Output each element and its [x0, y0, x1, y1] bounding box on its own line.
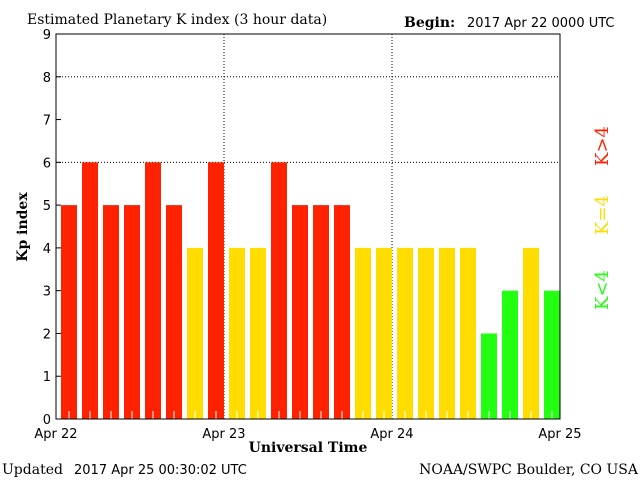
bar [166, 205, 182, 419]
bar [187, 247, 203, 419]
bar [82, 162, 98, 420]
y-ticks: 0 1 2 3 4 5 6 7 8 9 [43, 28, 61, 428]
x-tick-label: Apr 22 [34, 427, 77, 442]
x-ticks: Apr 22 Apr 23 Apr 24 Apr 25 [34, 427, 581, 442]
y-axis-label: Kp index [15, 192, 31, 262]
bar [502, 290, 518, 419]
updated-label: Updated [2, 462, 63, 478]
bar [313, 205, 329, 419]
legend-high: K>4 [592, 126, 613, 166]
bar [523, 247, 539, 419]
chart-title: Estimated Planetary K index (3 hour data… [27, 12, 327, 28]
bar [271, 162, 287, 420]
legend-low: K<4 [592, 270, 613, 310]
bar [124, 205, 140, 419]
y-tick-label: 3 [43, 285, 51, 300]
bar [544, 290, 560, 419]
bar [418, 247, 434, 419]
bar [250, 247, 266, 419]
bar [208, 162, 224, 420]
bar [460, 247, 476, 419]
bar [145, 162, 161, 420]
plot-frame [55, 33, 561, 420]
updated-value: 2017 Apr 25 00:30:02 UTC [74, 463, 247, 478]
y-tick-label: 0 [43, 413, 51, 428]
x-axis-label: Universal Time [249, 440, 368, 456]
y-tick-label: 4 [43, 242, 51, 257]
y-tick-label: 6 [43, 156, 51, 171]
bar [61, 205, 77, 419]
bar [439, 247, 455, 419]
legend-mid: K=4 [592, 195, 613, 235]
bar [292, 205, 308, 419]
bar [376, 247, 392, 419]
credit: NOAA/SWPC Boulder, CO USA [419, 462, 639, 478]
begin-value: 2017 Apr 22 0000 UTC [467, 16, 615, 31]
y-tick-label: 8 [43, 71, 51, 86]
y-tick-label: 2 [43, 327, 51, 342]
x-tick-label: Apr 25 [538, 427, 581, 442]
bar [229, 247, 245, 419]
x-tick-label: Apr 24 [370, 427, 413, 442]
begin-label: Begin: [404, 15, 455, 31]
x-tick-label: Apr 23 [202, 427, 245, 442]
y-tick-label: 7 [43, 114, 51, 129]
y-tick-label: 5 [43, 199, 51, 214]
bars [61, 162, 560, 420]
bar [103, 205, 119, 419]
bar [355, 247, 371, 419]
bar [397, 247, 413, 419]
bar [334, 205, 350, 419]
bar [481, 333, 497, 419]
y-tick-label: 9 [43, 28, 51, 43]
y-tick-label: 1 [43, 370, 51, 385]
